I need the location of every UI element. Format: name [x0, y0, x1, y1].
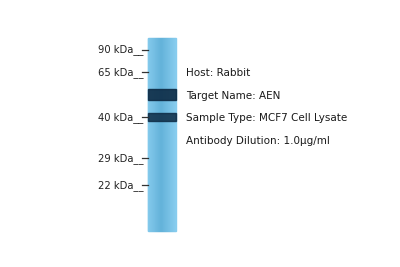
Bar	[171, 38, 172, 231]
Bar	[152, 38, 153, 231]
Bar	[174, 38, 175, 231]
Bar	[153, 38, 154, 231]
Bar	[167, 38, 168, 231]
Bar	[175, 38, 176, 231]
Bar	[156, 38, 157, 231]
Text: Target Name: AEN: Target Name: AEN	[186, 91, 281, 101]
Bar	[169, 38, 170, 231]
Bar	[172, 38, 173, 231]
Text: Host: Rabbit: Host: Rabbit	[186, 68, 251, 78]
Bar	[162, 38, 163, 231]
Bar	[170, 38, 171, 231]
Bar	[154, 38, 155, 231]
Bar	[159, 38, 160, 231]
Bar	[164, 38, 165, 231]
Bar	[149, 38, 150, 231]
Bar	[160, 38, 161, 231]
Text: 90 kDa__: 90 kDa__	[98, 44, 143, 55]
Bar	[166, 38, 167, 231]
Bar	[168, 38, 169, 231]
Bar	[148, 89, 176, 100]
Text: Sample Type: MCF7 Cell Lysate: Sample Type: MCF7 Cell Lysate	[186, 113, 348, 123]
Bar	[158, 38, 159, 231]
Bar	[151, 38, 152, 231]
Text: 40 kDa__: 40 kDa__	[98, 112, 143, 123]
Bar	[155, 38, 156, 231]
Text: 65 kDa__: 65 kDa__	[98, 67, 143, 78]
Bar	[163, 38, 164, 231]
Bar	[148, 113, 176, 121]
Bar	[165, 38, 166, 231]
Bar	[148, 38, 149, 231]
Text: 22 kDa__: 22 kDa__	[98, 180, 143, 191]
Bar	[161, 38, 162, 231]
Bar	[157, 38, 158, 231]
Text: 29 kDa__: 29 kDa__	[98, 153, 143, 164]
Bar	[150, 38, 151, 231]
Bar	[173, 38, 174, 231]
Text: Antibody Dilution: 1.0μg/ml: Antibody Dilution: 1.0μg/ml	[186, 136, 330, 146]
